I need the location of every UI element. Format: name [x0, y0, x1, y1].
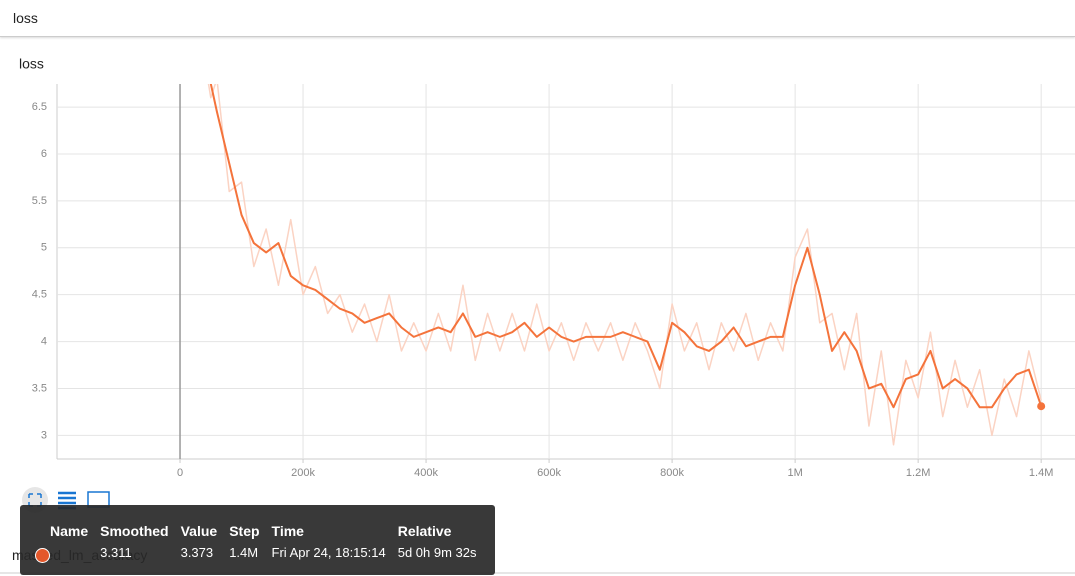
x-tick-label: 1M: [787, 467, 802, 479]
log-icon[interactable]: [58, 491, 76, 510]
header-title: loss: [13, 10, 38, 26]
y-tick-label: 5: [41, 242, 47, 254]
y-tick-label: 6.5: [32, 101, 47, 113]
series-line: [209, 84, 1043, 409]
x-tick-label: 1.2M: [906, 467, 930, 479]
hover-point: [1037, 402, 1046, 411]
tooltip-column: Relative: [397, 523, 452, 539]
plot: [207, 84, 1043, 446]
tooltip-table: Name Smoothed Value Step Time Relative 3.311 3…: [50, 523, 489, 560]
tooltip-cell: 3.311: [100, 545, 132, 560]
tooltip-name-cell: [50, 545, 100, 560]
tooltip: Name Smoothed Value Step Time Relative 3.311 3…: [20, 505, 495, 575]
x-tick-label: 600k: [537, 467, 561, 479]
tooltip-cell: 5d 0h 9m 32s: [397, 545, 477, 560]
tooltip-cell: 1.4M: [229, 545, 259, 560]
y-tick-label: 6: [41, 148, 47, 160]
y-tick-label: 4: [41, 335, 47, 347]
tooltip-cell: Fri Apr 24, 18:15:14: [271, 545, 386, 560]
tooltip-column: Smoothed: [100, 523, 169, 539]
x-tick-label: 0: [177, 467, 183, 479]
x-tick-label: 800k: [660, 467, 684, 479]
tooltip-row: 3.311 3.373 1.4M Fri Apr 24, 18:15:14 5d 0h …: [50, 545, 489, 560]
header[interactable]: loss: [0, 0, 1075, 37]
tooltip-header: Name Smoothed Value Step Time Relative: [50, 523, 489, 545]
series-swatch: [35, 548, 50, 563]
series-line: [207, 84, 1042, 446]
tooltip-column: Time: [271, 523, 304, 539]
y-tick-label: 4.5: [32, 289, 47, 301]
x-tick-label: 200k: [291, 467, 315, 479]
x-tick-label: 400k: [414, 467, 438, 479]
y-tick-label: 3: [41, 429, 47, 441]
chart: loss 3 3.5 4 4.5 5 5.5 6 6.5 0 200k 400k 600k 800k 1M…: [19, 56, 1075, 513]
tooltip-column: Step: [229, 523, 260, 539]
tooltip-column: Value: [180, 523, 218, 539]
y-tick-label: 3.5: [32, 382, 47, 394]
tooltip-cell: 3.373: [180, 545, 214, 560]
x-tick-label: 1.4M: [1029, 467, 1053, 479]
y-tick-label: 5.5: [32, 195, 47, 207]
chart-title: loss: [19, 56, 44, 72]
tooltip-column: Name: [50, 523, 89, 539]
